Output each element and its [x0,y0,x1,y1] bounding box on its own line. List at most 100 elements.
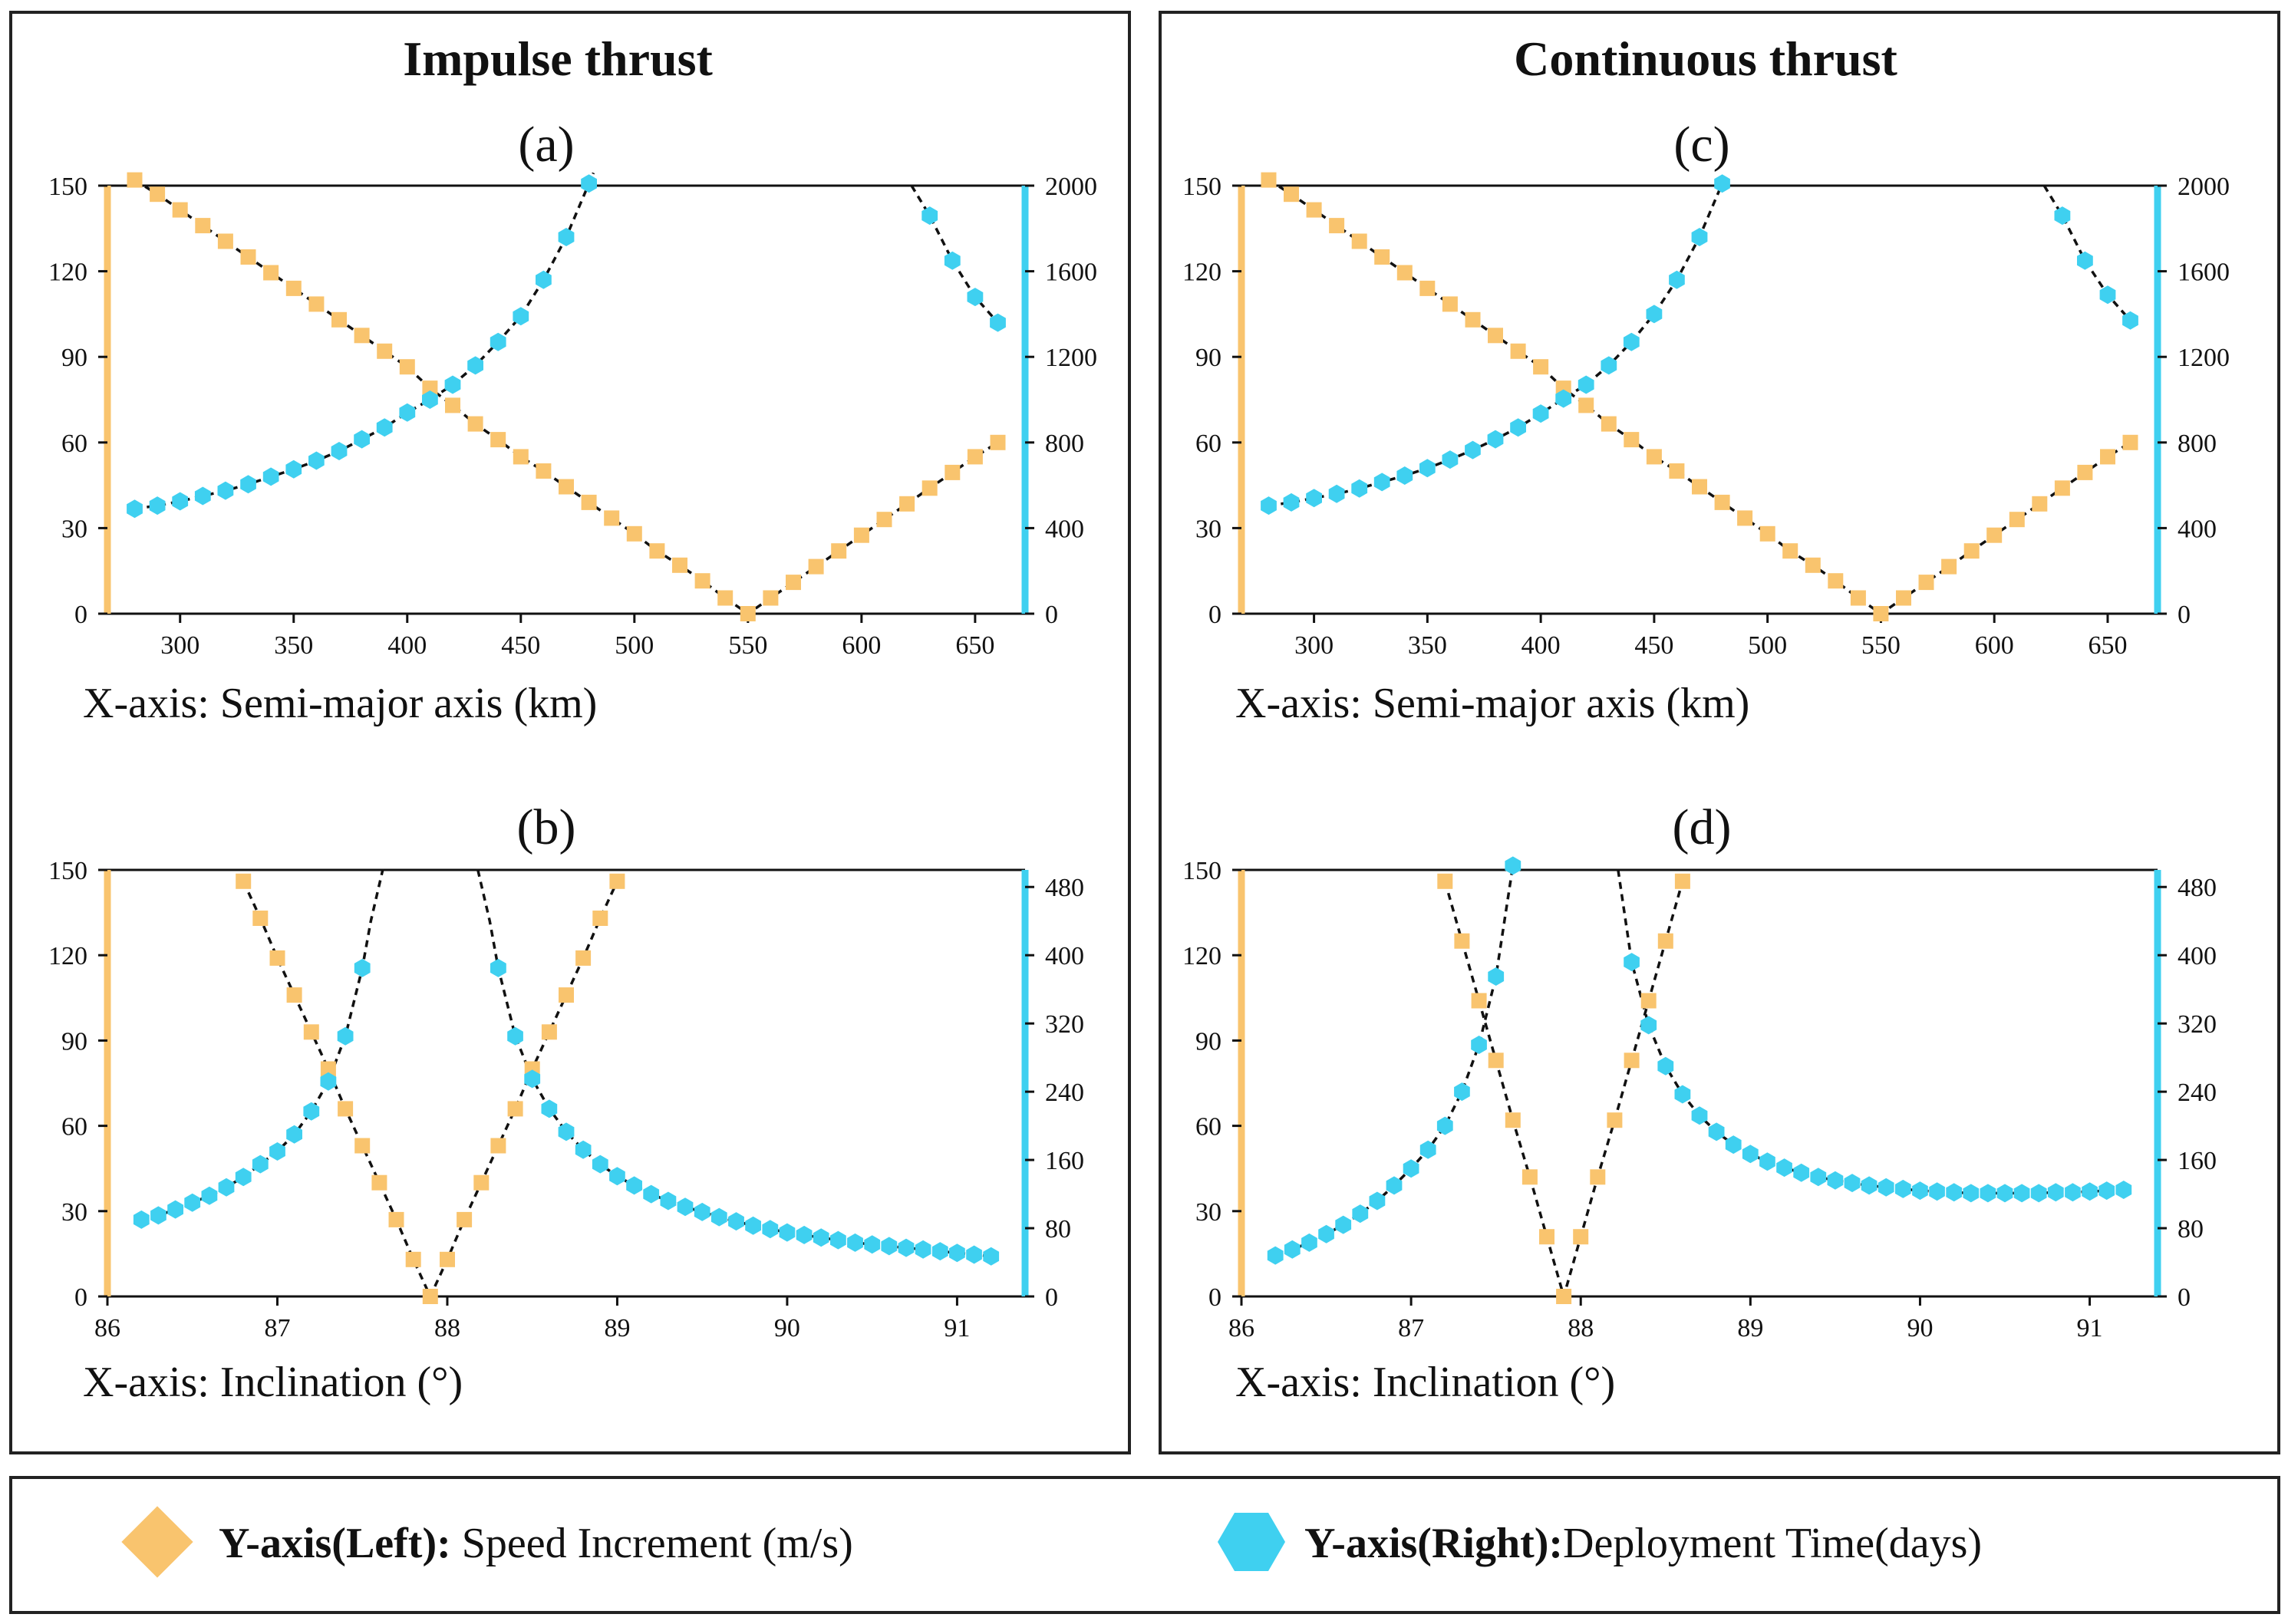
chart-d-time-point [1386,1176,1403,1195]
chart-b-speed-dashed-line [242,881,618,1296]
legend-right-label: Deployment Time(days) [1563,1520,1982,1567]
chart-b-xtick-label: 87 [264,1314,290,1342]
chart-d-time-point [1894,1179,1911,1198]
chart-b-time-point [983,1247,1000,1266]
chart-d-ytick-right-label: 320 [2178,1010,2217,1039]
chart-b-time-point [762,1220,779,1239]
chart-c-time-point [1487,430,1504,449]
chart-d-time-dashed-line [1274,865,1515,1257]
chart-a-speed-point [536,463,552,479]
chart-d-xtick-label: 90 [1907,1314,1933,1342]
chart-c-time-point [1691,228,1708,246]
chart-b-xtick-label: 89 [604,1314,630,1342]
chart-c-ytick-left-label: 30 [1195,515,1221,543]
chart-c-ytick-left-label: 90 [1195,344,1221,372]
chart-b-xlabel: X-axis: Inclination (°) [83,1359,463,1406]
chart-b-speed-point [440,1251,455,1267]
chart-c-speed-point [1692,479,1707,495]
chart-c-time-point [1623,332,1640,351]
chart-b-time-point [490,958,506,977]
chart-d-time-point [1929,1182,1945,1201]
chart-c-speed-point [1986,527,2003,543]
chart-a-xtick-label: 600 [842,631,881,660]
chart-c-time-point [2077,251,2093,270]
chart-d-time-point [1335,1215,1352,1234]
chart-d-time-point [1436,1116,1453,1135]
chart-c-speed-point [1828,573,1844,589]
chart-a-time-dashed-line [910,185,999,324]
chart-c-ytick-right-label: 2000 [2178,173,2230,201]
chart-c-speed-point [1759,525,1775,542]
chart-b-time-dashed-line [476,869,991,1258]
chart-a-time-point [354,430,370,449]
chart-b-time-point [915,1240,931,1259]
chart-c-time-point [1555,389,1572,408]
chart-c-xtick-label: 350 [1408,631,1447,660]
legend-frame [9,1476,2280,1614]
chart-c-time-point [1601,356,1617,375]
chart-d-ytick-left-label: 0 [1208,1283,1221,1312]
chart-a-speed-point [172,202,188,218]
chart-c-speed-point [1374,249,1390,265]
chart-b-xtick-label: 86 [94,1314,120,1342]
chart-d-time-point [1878,1178,1894,1197]
chart-c-speed-point [1578,397,1594,413]
chart-a-time-point [308,451,325,470]
chart-d-time-point [2082,1182,2098,1201]
chart-b-time-point [660,1191,677,1211]
chart-a-speed-point [763,590,779,606]
chart-b-speed-point [338,1101,354,1117]
chart-d-speed-point [1556,1289,1572,1304]
chart-d-speed-point [1607,1112,1623,1128]
chart-a: (a) 300 350 400 450 500 550 600 650 0 30 60 90 120 150… [48,117,1097,727]
chart-a-speed-point [649,543,665,559]
chart-d-speed-point [1640,993,1657,1009]
chart-a-speed-point [717,590,734,606]
chart-d-time-point [1810,1168,1827,1187]
chart-b-time-point [252,1155,269,1174]
chart-c-time-point [1510,418,1526,437]
chart-b-time-point [524,1069,541,1089]
chart-c-time-point [1532,404,1549,423]
chart-a-speed-point [808,558,824,575]
chart-d-time-point [1471,1036,1487,1054]
chart-c-time-point [2054,206,2071,226]
chart-b-time-point [218,1178,235,1197]
legend: Y-axis(Left): Speed Increment (m/s) Y-ax… [121,1506,1982,1578]
chart-d-time-point [1708,1122,1725,1141]
chart-c-markers [1261,172,2138,621]
legend-speed-marker [121,1506,193,1578]
chart-d-ytick-left-label: 60 [1195,1113,1221,1141]
chart-d-xtick-label: 87 [1398,1314,1424,1342]
chart-a-speed-point [127,172,143,188]
chart-a-speed-point [399,359,415,375]
chart-d-guides [1274,865,2124,1296]
chart-a-speed-point [876,512,892,528]
chart-b-ytick-left-label: 120 [48,942,87,970]
chart-b-ytick-right-label: 80 [1045,1215,1071,1244]
chart-a-speed-point [217,233,233,249]
chart-b-time-point [779,1223,796,1242]
chart-c-time-point [1419,459,1436,478]
chart-b-ytick-right-label: 160 [1045,1147,1084,1175]
chart-a-speed-point [921,480,938,496]
chart-b: (b) 86 87 88 89 90 91 0 30 60 90 120 150 0 80 160 240 320… [48,799,1084,1406]
chart-d-time-point [1640,1016,1657,1035]
chart-b-time-point [949,1244,965,1263]
chart-a-time-point [217,481,234,500]
chart-c-xlabel: X-axis: Semi-major axis (km) [1235,680,1749,727]
chart-b-time-point [796,1225,813,1244]
chart-c-xtick-label: 550 [1861,631,1901,660]
chart-c-speed-point [1782,543,1798,559]
chart-a-speed-point [308,296,325,312]
chart-d-time-point [1488,967,1505,986]
legend-left-bold: Y-axis(Left): [219,1520,451,1567]
chart-b-time-point [626,1176,642,1195]
chart-b-speed-point [252,911,269,926]
chart-d-time-point [1352,1204,1369,1224]
chart-b-speed-point [457,1211,473,1227]
chart-b-time-point [931,1242,948,1261]
chart-b-time-point [728,1212,744,1231]
chart-a-speed-point [513,449,529,465]
chart-c-ytick-left-label: 0 [1208,601,1221,629]
